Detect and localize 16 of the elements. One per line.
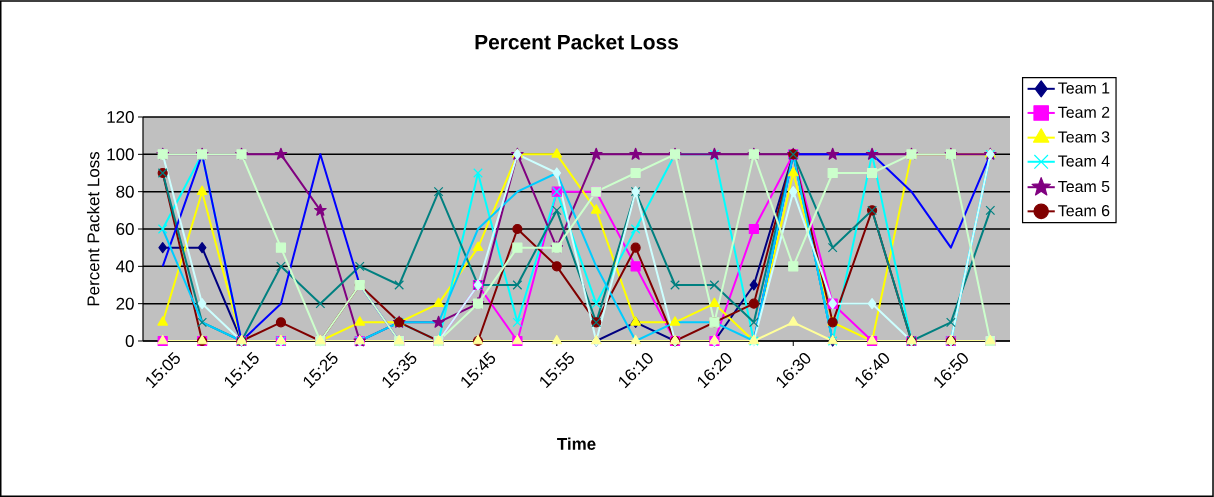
x-axis-title: Time <box>557 437 596 450</box>
y-tick-label: 40 <box>116 260 134 273</box>
legend-label: Team 1 <box>1058 82 1110 94</box>
legend-label: Team 3 <box>1058 131 1110 143</box>
legend-label: Team 5 <box>1058 180 1110 193</box>
y-tick-label: 20 <box>116 297 134 310</box>
y-tick-label: 100 <box>107 148 134 161</box>
y-axis-title: Percent Packet Loss <box>86 151 100 306</box>
legend-label: Team 6 <box>1058 205 1110 217</box>
y-tick-label: 60 <box>116 223 134 235</box>
y-tick-label: 0 <box>125 335 134 347</box>
chart-title: Percent Packet Loss <box>475 34 678 50</box>
y-tick-label: 80 <box>116 185 134 198</box>
legend-label: Team 4 <box>1058 155 1110 167</box>
y-tick-label: 120 <box>107 111 134 123</box>
legend-label: Team 2 <box>1058 106 1110 118</box>
